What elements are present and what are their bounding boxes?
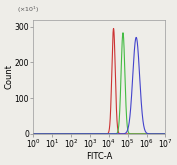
Text: $(\times10^1)$: $(\times10^1)$ [18, 5, 40, 15]
Y-axis label: Count: Count [4, 64, 13, 89]
X-axis label: FITC-A: FITC-A [86, 152, 113, 161]
